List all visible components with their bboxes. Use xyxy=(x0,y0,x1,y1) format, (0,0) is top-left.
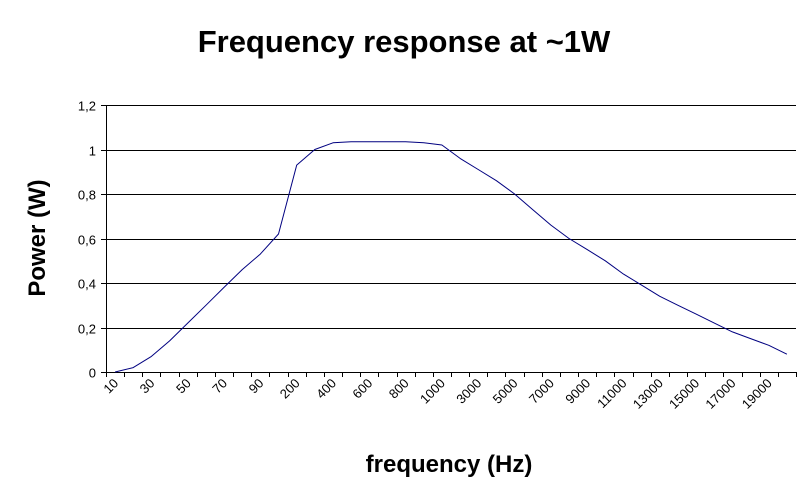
x-tick-label: 5000 xyxy=(490,376,521,407)
x-tick-label: 7000 xyxy=(526,376,557,407)
x-tick-label: 400 xyxy=(313,376,339,402)
y-tick-label: 1 xyxy=(89,144,96,159)
x-axis-ticks: 10 30 50 70 90 200 400 600 800 1000 3000 5000 7000 90… xyxy=(100,372,797,412)
y-tick-label: 0 xyxy=(89,366,96,381)
x-tick-label: 50 xyxy=(173,376,194,397)
x-tick-label: 17000 xyxy=(702,376,738,412)
y-tick-label: 1,2 xyxy=(78,99,96,114)
y-tick-label: 0,2 xyxy=(78,322,96,337)
x-tick-label: 800 xyxy=(386,376,412,402)
series-line xyxy=(114,141,788,373)
chart-title: Frequency response at ~1W xyxy=(198,24,611,59)
x-tick-label: 30 xyxy=(137,376,158,397)
x-tick-label: 10 xyxy=(100,376,121,397)
x-tick-label: 9000 xyxy=(562,376,593,407)
x-axis-label: frequency (Hz) xyxy=(366,451,533,478)
x-tick-label: 15000 xyxy=(666,376,702,412)
x-tick-label: 600 xyxy=(349,376,375,402)
x-tick-label: 90 xyxy=(246,376,267,397)
y-axis-label: Power (W) xyxy=(24,179,51,296)
y-tick-label: 0,4 xyxy=(78,277,96,292)
x-tick-label: 200 xyxy=(277,376,303,402)
series-group xyxy=(114,141,788,373)
y-axis-ticks: 0 0,2 0,4 0,6 0,8 1 1,2 xyxy=(78,99,106,381)
x-tick-label: 3000 xyxy=(453,376,484,407)
axes xyxy=(106,105,796,373)
y-tick-label: 0,8 xyxy=(78,188,96,203)
x-tick-label: 11000 xyxy=(594,376,629,411)
y-tick-label: 0,6 xyxy=(78,233,96,248)
x-tick-label: 13000 xyxy=(630,376,666,412)
x-tick-label: 19000 xyxy=(739,376,775,412)
x-tick-label: 1000 xyxy=(417,376,448,407)
x-tick-label: 70 xyxy=(209,376,230,397)
grid-lines xyxy=(106,105,796,329)
